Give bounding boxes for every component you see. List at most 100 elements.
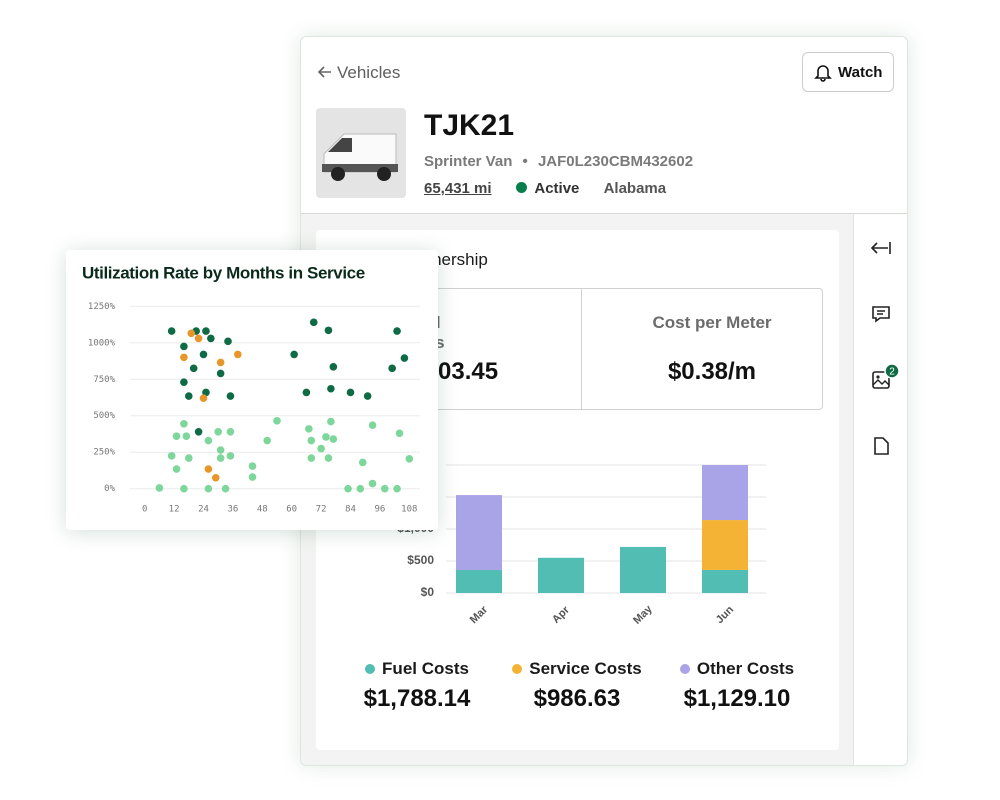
legend-swatch	[679, 664, 690, 674]
data-point	[180, 353, 188, 362]
data-point	[211, 473, 220, 482]
bar-segment	[620, 546, 666, 593]
bar-segment	[456, 495, 502, 570]
data-point	[324, 454, 333, 462]
bar-segment	[538, 557, 584, 593]
data-point	[185, 392, 193, 400]
data-point	[329, 435, 338, 443]
data-point	[393, 327, 401, 335]
vehicle-vin: JAF0L230CBM432602	[537, 153, 694, 170]
data-point	[207, 334, 215, 343]
legend-entry: Fuel Costs	[332, 659, 502, 679]
data-point	[368, 479, 377, 488]
data-point	[226, 452, 235, 460]
data-point	[224, 337, 232, 346]
cost-per-meter-value: $0.38/m	[667, 358, 757, 385]
data-point	[214, 427, 222, 436]
data-point	[204, 436, 213, 445]
data-point	[216, 454, 225, 462]
cost-per-meter-label: Cost per Meter	[652, 313, 772, 332]
data-point	[329, 363, 338, 371]
data-point	[381, 484, 389, 493]
data-point	[167, 452, 176, 460]
data-point	[388, 364, 396, 373]
collapse-icon[interactable]	[870, 242, 891, 254]
legend-label: Fuel Costs	[382, 659, 469, 678]
y-tick-label: 1000%	[88, 338, 116, 348]
back-arrow[interactable]	[317, 65, 333, 79]
data-point	[317, 444, 325, 453]
data-point	[216, 358, 225, 367]
vehicle-photo	[316, 108, 406, 198]
vehicle-model: Sprinter Van	[424, 153, 513, 170]
bar-segment	[702, 520, 748, 570]
x-tick-label: 0	[142, 505, 147, 515]
status-dot	[515, 182, 527, 193]
data-point	[395, 429, 404, 438]
legend-entry: Other Costs	[652, 659, 822, 679]
data-point	[346, 388, 355, 397]
data-point	[204, 484, 213, 493]
legend-total: $1,129.10	[683, 685, 791, 712]
watch-button[interactable]: Watch	[802, 52, 894, 92]
bar-segment	[702, 569, 748, 593]
data-point	[180, 484, 188, 493]
sidebar: 2	[853, 213, 907, 765]
data-point	[273, 417, 281, 425]
data-point	[155, 484, 164, 492]
data-point	[189, 364, 198, 373]
data-point	[234, 350, 242, 359]
data-point	[204, 465, 213, 473]
data-point	[180, 378, 188, 386]
data-point	[226, 427, 235, 436]
x-tick-label: 48	[257, 505, 268, 515]
vehicle-subline: Sprinter Van • JAF0L230CBM432602	[424, 153, 693, 170]
box-divider	[581, 289, 582, 409]
data-point	[187, 329, 196, 338]
legend-swatch	[512, 664, 523, 674]
x-tick-label: 96	[374, 505, 385, 515]
legend-total: $1,788.14	[363, 685, 471, 712]
photos-badge: 2	[889, 367, 895, 378]
data-point	[363, 392, 372, 400]
data-point	[393, 484, 401, 493]
bar-segment	[702, 465, 748, 521]
cost-chart: $0$500$1,000$1,500$2,000MarAprMayJun	[397, 457, 766, 627]
vehicle-name: TJK21	[424, 109, 515, 142]
sidebar-icons: 2	[870, 242, 900, 455]
y-tick-label: $0	[421, 585, 435, 599]
photos-icon[interactable]	[872, 363, 900, 389]
vehicle-status: Active	[534, 180, 580, 197]
data-point	[309, 318, 318, 327]
x-tick-label: 108	[401, 505, 417, 515]
x-tick-label: Apr	[550, 603, 572, 625]
y-tick-label: 750%	[93, 375, 115, 385]
total-costs-value: 03.45	[438, 358, 499, 385]
y-tick-label: $500	[407, 553, 434, 567]
vehicle-mileage[interactable]: 65,431 mi	[424, 180, 492, 197]
data-point	[194, 427, 203, 436]
data-point	[172, 465, 181, 473]
legend-total: $986.63	[533, 685, 621, 712]
documents-icon[interactable]	[874, 437, 889, 455]
data-point	[180, 419, 188, 428]
data-point	[322, 433, 330, 441]
back-link[interactable]: Vehicles	[337, 63, 401, 82]
x-tick-label: 84	[345, 505, 356, 515]
legend-label: Service Costs	[529, 659, 642, 678]
data-point	[400, 354, 409, 362]
y-tick-label: 250%	[93, 448, 115, 458]
data-point	[356, 484, 365, 493]
data-point	[368, 421, 377, 430]
data-point	[263, 436, 271, 445]
comments-icon[interactable]	[872, 306, 890, 323]
data-point	[194, 334, 203, 343]
data-point	[302, 388, 311, 397]
x-tick-label: 24	[198, 505, 209, 515]
data-point	[199, 394, 208, 403]
legend-swatch	[365, 664, 376, 674]
watch-label: Watch	[838, 64, 883, 81]
data-point	[202, 388, 210, 397]
x-tick-label: Mar	[468, 603, 491, 626]
x-tick-label: 12	[169, 505, 180, 515]
